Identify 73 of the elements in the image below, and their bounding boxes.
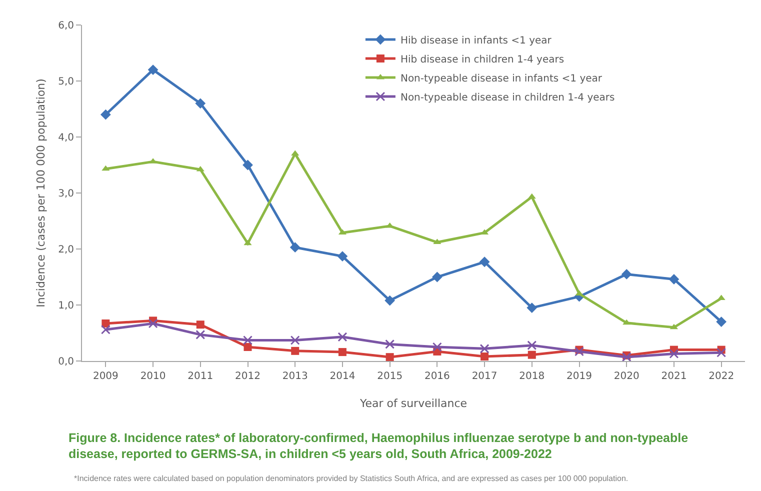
x-tick-label: 2012 <box>235 371 260 382</box>
legend-label: Non-typeable disease in children 1-4 years <box>400 92 615 104</box>
point <box>196 320 204 329</box>
point <box>575 290 584 296</box>
y-tick-label: 6,0 <box>58 20 74 32</box>
point <box>290 336 300 346</box>
point <box>528 193 536 199</box>
point <box>195 98 206 109</box>
y-axis-title: Incidence (cases per 100 000 population) <box>34 78 48 308</box>
point <box>385 339 395 349</box>
point <box>670 324 678 330</box>
x-tick-label: 2013 <box>282 371 308 382</box>
point <box>716 348 726 358</box>
point <box>100 324 110 334</box>
y-tick-label: 0,0 <box>58 356 74 368</box>
point <box>668 274 680 284</box>
point <box>432 272 442 282</box>
x-tick-label: 2009 <box>92 371 118 382</box>
point <box>291 346 300 355</box>
y-tick-label: 1,0 <box>58 300 74 312</box>
y-tick-label: 3,0 <box>58 188 74 200</box>
point <box>243 336 252 346</box>
point <box>384 295 396 306</box>
point <box>244 240 252 246</box>
point <box>480 352 489 361</box>
point <box>669 348 679 358</box>
point <box>102 165 110 171</box>
point <box>338 348 346 356</box>
text: *Incidence rates were calculated based on population denominators provided by Statistics South Africa, and are expressed as cases per 100 000 population. <box>74 474 628 483</box>
point <box>432 342 442 352</box>
text: Figure 8. Incidence rates* of laboratory-confirmed, Haemophilus influenzae serotype b and non-typeable disease, reported to GERMS-SA, in children <5 years old, South Africa, 2009-2022 <box>68 430 688 462</box>
point <box>244 343 252 351</box>
y-tick-label: 2,0 <box>58 244 74 256</box>
point <box>291 150 300 156</box>
point <box>386 353 394 361</box>
x-tick-label: 2017 <box>472 371 498 382</box>
x-axis-title: Year of surveillance <box>358 397 468 410</box>
point <box>242 160 253 170</box>
x-tick-label: 2014 <box>330 371 356 382</box>
point <box>338 332 348 342</box>
point <box>148 64 158 75</box>
point <box>526 302 538 313</box>
point <box>528 350 536 359</box>
x-tick-label: 2020 <box>614 371 640 382</box>
point <box>479 256 490 268</box>
point <box>527 340 537 350</box>
point <box>290 242 300 253</box>
point <box>196 330 206 340</box>
x-tick-label: 2022 <box>708 371 734 382</box>
point <box>337 251 348 262</box>
x-tick-label: 2015 <box>377 371 403 382</box>
point <box>148 318 158 328</box>
x-tick-label: 2010 <box>140 371 166 382</box>
point <box>338 229 346 235</box>
point <box>621 269 632 280</box>
legend-label: Hib disease in children 1-4 years <box>400 54 564 66</box>
legend-label: Non-typeable disease in infants <1 year <box>400 73 603 84</box>
point <box>196 166 204 172</box>
point <box>574 346 584 356</box>
x-tick-label: 2016 <box>424 371 450 382</box>
point <box>622 319 631 325</box>
y-tick-label: 4,0 <box>58 132 74 144</box>
point <box>480 344 490 354</box>
x-tick-label: 2011 <box>188 371 214 382</box>
point <box>100 109 111 120</box>
x-tick-label: 2019 <box>566 371 592 382</box>
point <box>433 238 442 244</box>
y-tick-label: 5,0 <box>58 76 74 88</box>
x-tick-label: 2018 <box>519 371 545 382</box>
point <box>716 316 727 327</box>
legend-label: Hib disease in infants <1 year <box>400 35 552 46</box>
x-tick-label: 2021 <box>661 371 687 382</box>
point <box>717 294 726 300</box>
